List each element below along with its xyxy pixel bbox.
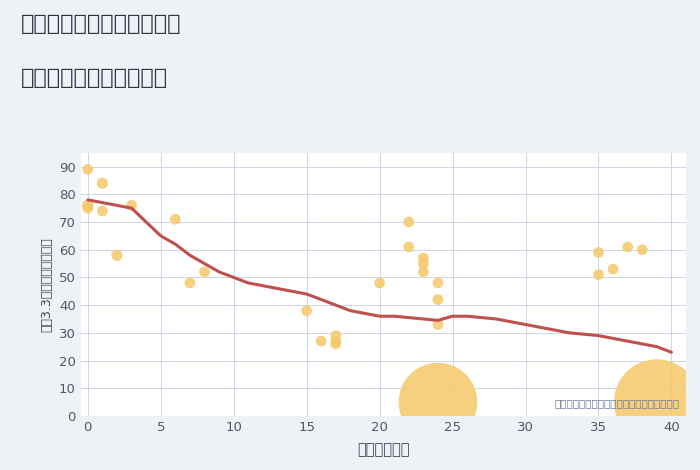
- Text: 三重県四日市市桜台本町の: 三重県四日市市桜台本町の: [21, 14, 181, 34]
- Point: [97, 207, 108, 215]
- Text: 築年数別中古戸建て価格: 築年数別中古戸建て価格: [21, 68, 168, 88]
- Point: [301, 307, 312, 314]
- Point: [433, 321, 444, 328]
- Point: [418, 268, 429, 275]
- X-axis label: 築年数（年）: 築年数（年）: [357, 442, 410, 457]
- Point: [636, 246, 648, 253]
- Point: [622, 243, 634, 251]
- Point: [111, 251, 122, 259]
- Point: [374, 279, 385, 287]
- Point: [403, 218, 414, 226]
- Point: [593, 271, 604, 278]
- Point: [418, 254, 429, 262]
- Point: [330, 340, 342, 348]
- Point: [330, 332, 342, 339]
- Point: [82, 165, 93, 173]
- Point: [82, 204, 93, 212]
- Point: [199, 268, 210, 275]
- Point: [403, 243, 414, 251]
- Point: [97, 180, 108, 187]
- Point: [433, 296, 444, 303]
- Point: [330, 337, 342, 345]
- Point: [184, 279, 195, 287]
- Point: [433, 279, 444, 287]
- Point: [126, 202, 137, 209]
- Point: [169, 215, 181, 223]
- Point: [82, 202, 93, 209]
- Text: 円の大きさは、取引のあった物件面積を示す: 円の大きさは、取引のあった物件面積を示す: [555, 398, 680, 408]
- Point: [608, 266, 619, 273]
- Point: [418, 260, 429, 267]
- Point: [433, 399, 444, 406]
- Point: [651, 399, 662, 406]
- Y-axis label: 坪（3.3㎡）単価（万円）: 坪（3.3㎡）単価（万円）: [40, 237, 53, 332]
- Point: [593, 249, 604, 256]
- Point: [316, 337, 327, 345]
